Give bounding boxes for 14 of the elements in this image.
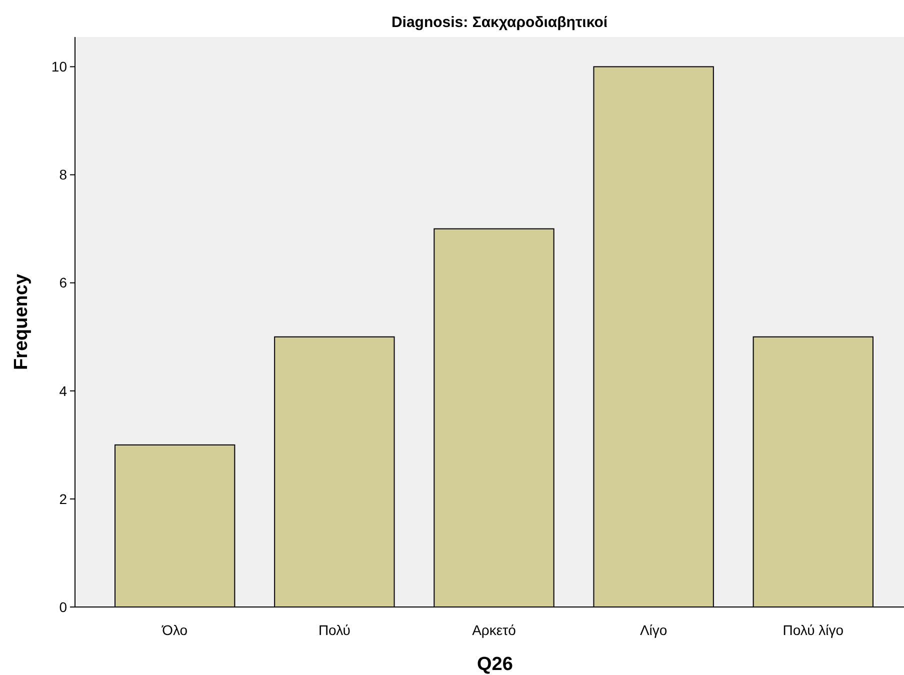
x-tick-label: Λίγο xyxy=(640,622,668,638)
y-tick-label: 4 xyxy=(59,382,68,399)
y-tick-label: 8 xyxy=(59,166,68,183)
x-tick-label: Πολύ λίγο xyxy=(782,622,844,638)
y-tick-label: 6 xyxy=(59,274,68,291)
chart-title: Diagnosis: Σακχαροδιαβητικοί xyxy=(391,14,608,31)
x-tick-label: Όλο xyxy=(161,622,188,638)
x-axis-title: Q26 xyxy=(477,654,513,675)
x-tick-label: Αρκετό xyxy=(472,622,516,638)
y-tick-label: 2 xyxy=(59,490,68,507)
y-tick-label: 10 xyxy=(51,58,68,75)
x-tick-label: Πολύ xyxy=(318,622,350,638)
y-axis-title: Frequency xyxy=(11,274,32,370)
y-tick-label: 0 xyxy=(59,598,68,615)
